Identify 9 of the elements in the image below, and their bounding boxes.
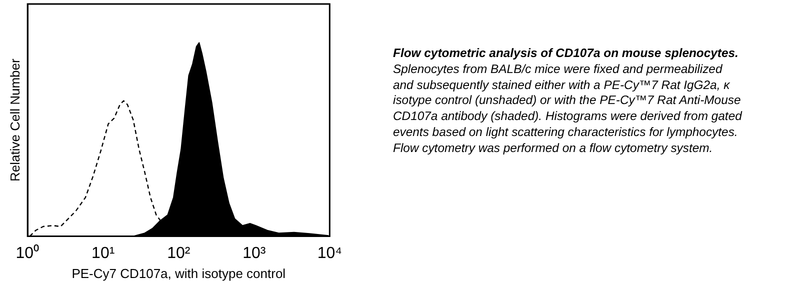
x-tick-label: 10¹ <box>92 245 115 262</box>
x-tick-label: 10³ <box>242 245 266 262</box>
y-axis-title: Relative Cell Number <box>7 58 22 182</box>
text: Flow cytometric analysis of CD107a on mouse splenocytes. <box>393 46 738 60</box>
x-tick-label: 10⁴ <box>317 245 342 262</box>
x-tick-label: 10² <box>167 245 191 262</box>
text: Splenocytes from BALB/c mice were fixed and permeabilized and subsequently stained either with a PE-Cy™7 Rat IgG2a, κ isotype control (unshaded) or with the PE-Cy™7 Rat Anti-Mouse CD107a antibody (shaded). Histograms were derived from gated events based on light scattering characteristics for lymphocytes. Flow cytometry was performed on a flow cytometry system. <box>393 62 742 155</box>
x-tick-label: 10⁰ <box>16 244 40 262</box>
x-axis-title: PE-Cy7 CD107a, with isotype control <box>72 266 286 281</box>
